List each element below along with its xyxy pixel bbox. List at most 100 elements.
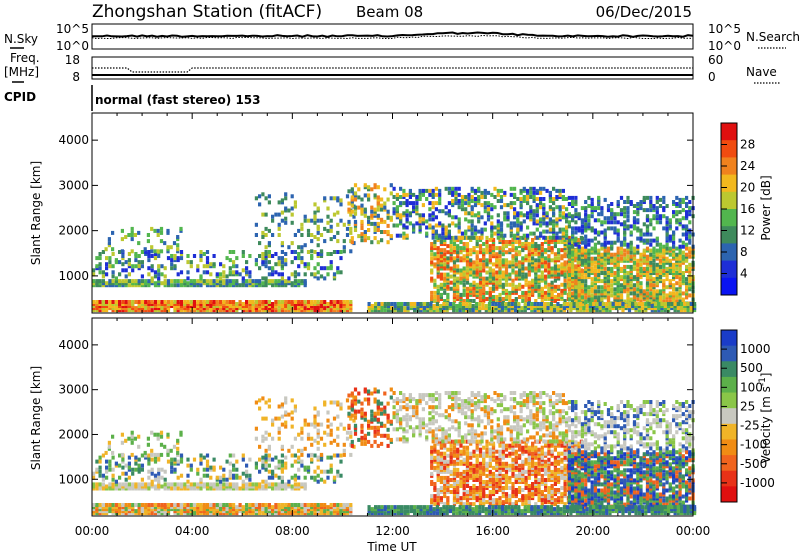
velocity-cell bbox=[261, 434, 265, 439]
velocity-cell bbox=[267, 475, 271, 480]
power-cell bbox=[626, 258, 630, 263]
power-cell bbox=[518, 268, 522, 273]
power-cell bbox=[675, 266, 679, 271]
power-cell bbox=[465, 248, 470, 253]
power-cell bbox=[623, 206, 627, 211]
colorbar-swatch bbox=[721, 260, 737, 279]
power-cell bbox=[399, 233, 403, 238]
power-cell bbox=[199, 254, 203, 258]
power-cell bbox=[264, 212, 268, 217]
power-cell bbox=[681, 297, 685, 302]
power-cell bbox=[681, 224, 685, 229]
power-cell bbox=[645, 238, 650, 243]
power-cell bbox=[472, 272, 476, 277]
power-cell bbox=[673, 302, 677, 306]
power-cell bbox=[474, 306, 479, 311]
power-cell bbox=[374, 302, 378, 306]
power-cell bbox=[650, 306, 654, 311]
power-cell bbox=[508, 250, 512, 255]
velocity-cell bbox=[251, 505, 255, 510]
velocity-cell bbox=[264, 467, 268, 472]
power-cell bbox=[251, 306, 255, 311]
power-cell bbox=[444, 211, 448, 216]
velocity-cell bbox=[121, 503, 125, 507]
velocity-cell bbox=[228, 461, 232, 466]
power-cell bbox=[558, 235, 562, 240]
power-cell bbox=[451, 186, 455, 191]
power-cell bbox=[603, 258, 607, 263]
power-cell bbox=[399, 213, 403, 218]
power-cell bbox=[584, 228, 588, 233]
power-cell bbox=[186, 281, 190, 286]
power-cell bbox=[527, 280, 531, 285]
power-cell bbox=[118, 300, 122, 304]
power-cell bbox=[550, 288, 554, 293]
power-cell bbox=[532, 190, 536, 195]
power-cell bbox=[431, 217, 435, 222]
power-cell bbox=[649, 252, 653, 257]
power-cell bbox=[452, 306, 456, 311]
power-cell bbox=[548, 199, 552, 203]
power-cell bbox=[183, 306, 187, 311]
power-cell bbox=[92, 306, 96, 311]
power-cell bbox=[472, 286, 476, 291]
power-cell bbox=[408, 188, 412, 193]
power-cell bbox=[597, 291, 601, 296]
power-cell bbox=[552, 219, 556, 224]
power-cell bbox=[577, 256, 581, 261]
power-cell bbox=[637, 302, 641, 306]
power-cell bbox=[319, 249, 324, 254]
power-cell bbox=[530, 306, 534, 311]
power-cell bbox=[473, 225, 478, 230]
power-cell bbox=[147, 266, 151, 271]
power-cell bbox=[457, 225, 461, 230]
power-cell bbox=[452, 266, 457, 271]
power-cell bbox=[475, 254, 479, 259]
power-cell bbox=[261, 192, 265, 197]
power-cell bbox=[639, 236, 643, 241]
power-cell bbox=[567, 297, 571, 302]
velocity-cell bbox=[261, 479, 265, 484]
velocity-cell bbox=[306, 503, 311, 507]
power-cell bbox=[546, 302, 550, 306]
power-cell bbox=[645, 275, 650, 280]
power-cell bbox=[590, 287, 594, 292]
power-cell bbox=[619, 258, 624, 263]
power-cell bbox=[501, 282, 505, 287]
power-cell bbox=[580, 228, 584, 233]
power-cell bbox=[350, 187, 354, 192]
power-cell bbox=[571, 226, 575, 231]
power-cell bbox=[658, 269, 663, 273]
power-cell bbox=[363, 238, 367, 243]
power-cell bbox=[456, 278, 460, 283]
power-cell bbox=[547, 246, 551, 251]
power-cell bbox=[280, 198, 284, 203]
power-cell bbox=[590, 238, 594, 243]
power-cell bbox=[406, 306, 410, 311]
power-cell bbox=[485, 297, 489, 301]
power-cell bbox=[472, 246, 476, 251]
velocity-cell bbox=[150, 505, 154, 510]
power-cell bbox=[202, 279, 206, 284]
power-cell bbox=[600, 285, 604, 290]
power-cell bbox=[118, 279, 122, 284]
power-cell bbox=[111, 274, 115, 279]
power-cell bbox=[507, 308, 511, 313]
power-cell bbox=[627, 302, 632, 306]
power-cell bbox=[672, 244, 676, 249]
velocity-cell bbox=[290, 475, 294, 480]
power-cell bbox=[137, 262, 141, 267]
velocity-cell bbox=[264, 453, 268, 458]
velocity-cell bbox=[137, 505, 141, 510]
power-cell bbox=[560, 288, 564, 293]
velocity-cell bbox=[134, 484, 138, 489]
velocity-cell bbox=[293, 503, 297, 507]
power-cell bbox=[430, 242, 434, 246]
power-cell bbox=[658, 291, 663, 296]
power-cell bbox=[357, 187, 361, 192]
power-cell bbox=[386, 215, 390, 220]
power-cell bbox=[306, 218, 311, 223]
velocity-cell bbox=[144, 503, 148, 507]
power-cell bbox=[584, 234, 588, 239]
power-cell bbox=[561, 195, 565, 199]
